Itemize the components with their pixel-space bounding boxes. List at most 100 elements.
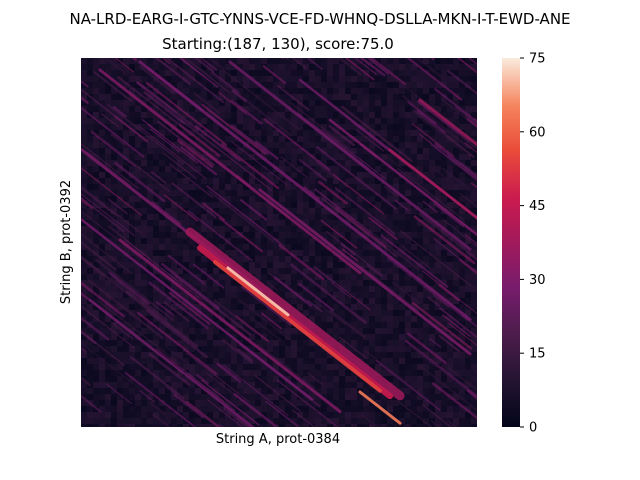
heatmap-cell <box>471 196 477 202</box>
heatmap-cell <box>135 214 141 220</box>
heatmap-cell <box>141 352 147 358</box>
heatmap-cell <box>195 388 201 394</box>
heatmap-cell <box>441 328 447 334</box>
heatmap-cell <box>81 166 87 172</box>
heatmap-streak <box>233 393 279 427</box>
heatmap-cell <box>93 412 99 418</box>
heatmap-cell <box>363 322 369 328</box>
heatmap-cell <box>141 202 147 208</box>
heatmap-cell <box>291 238 297 244</box>
x-axis-label: String A, prot-0384 <box>216 432 340 447</box>
heatmap-cell <box>273 214 279 220</box>
heatmap-cell <box>435 382 441 388</box>
heatmap-cell <box>147 274 153 280</box>
heatmap-cell <box>285 124 291 130</box>
heatmap-cell <box>231 250 237 256</box>
heatmap-cell <box>381 322 387 328</box>
heatmap-cell <box>405 100 411 106</box>
heatmap-cell <box>447 244 453 250</box>
heatmap-cell <box>219 220 225 226</box>
heatmap-streak <box>466 252 477 261</box>
heatmap-streak <box>186 352 250 403</box>
heatmap-streak <box>65 0 84 10</box>
heatmap-streak <box>438 284 461 302</box>
heatmap-cell <box>249 388 255 394</box>
heatmap-cell <box>195 280 201 286</box>
heatmap-cell <box>459 124 465 130</box>
heatmap-cell <box>195 370 201 376</box>
heatmap-cell <box>291 400 297 406</box>
heatmap-cell <box>171 76 177 82</box>
heatmap-cell <box>429 64 435 70</box>
heatmap-cell <box>111 178 117 184</box>
heatmap-streak <box>108 271 151 305</box>
heatmap-cell <box>357 112 363 118</box>
heatmap-cell <box>417 244 423 250</box>
heatmap-cell <box>291 424 297 427</box>
heatmap-cell <box>135 154 141 160</box>
heatmap-cell <box>291 88 297 94</box>
heatmap-cell <box>435 286 441 292</box>
heatmap-cell <box>429 262 435 268</box>
heatmap-streak <box>146 309 208 359</box>
heatmap-cell <box>393 400 399 406</box>
heatmap-cell <box>93 334 99 340</box>
heatmap-cell <box>159 148 165 154</box>
heatmap-streak <box>155 0 199 1</box>
heatmap-cell <box>249 136 255 142</box>
heatmap-cell <box>249 220 255 226</box>
heatmap-cell <box>285 154 291 160</box>
heatmap-cell <box>213 238 219 244</box>
heatmap-streak <box>448 322 477 347</box>
heatmap-cell <box>435 160 441 166</box>
heatmap-cell <box>165 142 171 148</box>
heatmap-cell <box>213 400 219 406</box>
heatmap-cell <box>321 358 327 364</box>
heatmap-cell <box>255 352 261 358</box>
heatmap-cell <box>273 412 279 418</box>
heatmap-cell <box>297 166 303 172</box>
heatmap-cell <box>93 376 99 382</box>
heatmap-cell <box>93 124 99 130</box>
heatmap-cell <box>459 208 465 214</box>
heatmap-cell <box>141 388 147 394</box>
heatmap-cell <box>447 406 453 412</box>
heatmap-cell <box>105 412 111 418</box>
heatmap-cell <box>165 370 171 376</box>
heatmap-streak <box>0 253 26 304</box>
heatmap-cell <box>171 214 177 220</box>
heatmap-cell <box>255 238 261 244</box>
heatmap-cell <box>411 358 417 364</box>
heatmap-cell <box>399 196 405 202</box>
heatmap-cell <box>213 292 219 298</box>
heatmap-streak <box>380 234 449 288</box>
heatmap-cell <box>81 160 87 166</box>
heatmap-cell <box>147 424 153 427</box>
heatmap-streak <box>318 180 348 205</box>
heatmap-cell <box>309 346 315 352</box>
heatmap-cell <box>351 280 357 286</box>
heatmap-streak <box>254 374 302 412</box>
heatmap-cell <box>375 124 381 130</box>
heatmap-cell <box>87 424 93 427</box>
heatmap-cell <box>435 370 441 376</box>
heatmap-cell <box>363 118 369 124</box>
heatmap-streak <box>231 89 247 103</box>
heatmap-cell <box>471 178 477 184</box>
heatmap-cell <box>267 400 273 406</box>
heatmap-cell <box>417 370 423 376</box>
heatmap-cell <box>213 358 219 364</box>
heatmap-cell <box>105 190 111 196</box>
heatmap-cell <box>117 172 123 178</box>
heatmap-cell <box>243 298 249 304</box>
heatmap-cell <box>327 364 333 370</box>
heatmap-cell <box>291 232 297 238</box>
heatmap-cell <box>315 256 321 262</box>
heatmap-cell <box>375 172 381 178</box>
heatmap-cell <box>345 58 351 64</box>
heatmap-cell <box>381 340 387 346</box>
heatmap-cell <box>291 262 297 268</box>
heatmap-streak <box>237 298 291 341</box>
heatmap-cell <box>405 142 411 148</box>
heatmap-cell <box>183 184 189 190</box>
